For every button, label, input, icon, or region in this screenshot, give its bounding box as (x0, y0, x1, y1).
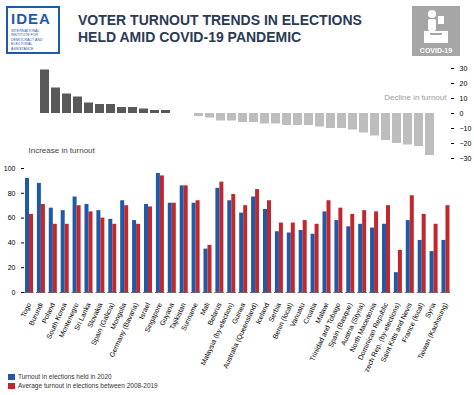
svg-text:Montenegro: Montenegro (57, 301, 80, 339)
svg-text:Croatia: Croatia (301, 301, 318, 325)
svg-text:Suriname: Suriname (180, 302, 199, 332)
svg-text:Malawi: Malawi (314, 301, 330, 325)
svg-text:−20: −20 (460, 140, 472, 147)
svg-text:10: 10 (460, 95, 468, 102)
svg-text:Serbia: Serbia (267, 301, 283, 323)
svg-text:Togo: Togo (19, 301, 33, 319)
svg-text:Mali: Mali (199, 301, 211, 316)
svg-text:40: 40 (8, 239, 16, 246)
svg-text:Trinidad and Tobago: Trinidad and Tobago (308, 301, 342, 363)
svg-text:−10: −10 (460, 125, 472, 132)
html-text:VOTER TURNOUT TRENDS IN ELECTI: VOTER TURNOUT TRENDS IN ELECTIONS HELD A… (78, 12, 362, 45)
svg-text:Belarus: Belarus (206, 301, 223, 327)
html-text:IDEA: IDEA (11, 10, 51, 27)
svg-text:Benin (local): Benin (local) (271, 301, 294, 340)
svg-text:Guyana: Guyana (158, 301, 175, 327)
svg-text:Taiwan (Kaohsiung): Taiwan (Kaohsiung) (416, 302, 449, 361)
html-text:COVID-19: COVID-19 (419, 47, 453, 54)
html-text:Turnout in elections held in 2: Turnout in elections held in 2020 (18, 373, 112, 380)
svg-text:Germany (Bavaria): Germany (Bavaria) (108, 302, 140, 359)
svg-text:−30: −30 (460, 155, 472, 162)
svg-text:Iceland: Iceland (254, 302, 270, 326)
svg-text:60: 60 (8, 214, 16, 221)
svg-text:Spain (Basque): Spain (Basque) (326, 301, 354, 349)
svg-text:Saint Kitts and Nevis: Saint Kitts and Nevis (379, 301, 413, 364)
svg-text:North Macedonia: North Macedonia (348, 301, 378, 353)
svg-text:Vanuatu: Vanuatu (288, 301, 306, 328)
svg-text:0: 0 (460, 110, 464, 117)
svg-text:Poland: Poland (40, 301, 56, 325)
svg-text:Australia (Queensland): Australia (Queensland) (222, 302, 260, 370)
svg-text:0: 0 (12, 289, 16, 296)
svg-text:80: 80 (8, 190, 16, 197)
svg-text:Burundi: Burundi (27, 301, 45, 327)
svg-text:Singapore: Singapore (143, 301, 164, 334)
svg-text:20: 20 (460, 80, 468, 87)
svg-text:Syria: Syria (423, 301, 437, 319)
svg-text:Tajikistan: Tajikistan (168, 301, 187, 331)
svg-text:Increase in turnout: Increase in turnout (29, 146, 96, 155)
svg-text:Israel: Israel (137, 301, 152, 321)
html-text:International Institute for De: International Institute for Democracy an… (11, 29, 43, 51)
svg-text:Austria (Styria): Austria (Styria) (339, 301, 366, 347)
svg-text:Sri Lanka: Sri Lanka (72, 301, 92, 332)
svg-text:South Korea: South Korea (45, 301, 68, 340)
svg-text:30: 30 (460, 65, 468, 72)
svg-text:Dominican Republic: Dominican Republic (356, 301, 390, 361)
html-text:Average turnout in elections b: Average turnout in elections between 200… (18, 382, 158, 389)
svg-text:Mongolia: Mongolia (109, 301, 128, 331)
svg-text:Spain (Galicia): Spain (Galicia) (89, 301, 116, 347)
svg-text:France (local): France (local) (400, 302, 425, 344)
svg-text:Malaysia (by-election): Malaysia (by-election) (199, 301, 235, 367)
svg-text:20: 20 (8, 264, 16, 271)
svg-text:Slovakia: Slovakia (86, 301, 104, 329)
svg-text:Guinea: Guinea (230, 301, 247, 325)
svg-text:Decline in turnout: Decline in turnout (384, 93, 447, 102)
svg-text:100: 100 (4, 165, 16, 172)
